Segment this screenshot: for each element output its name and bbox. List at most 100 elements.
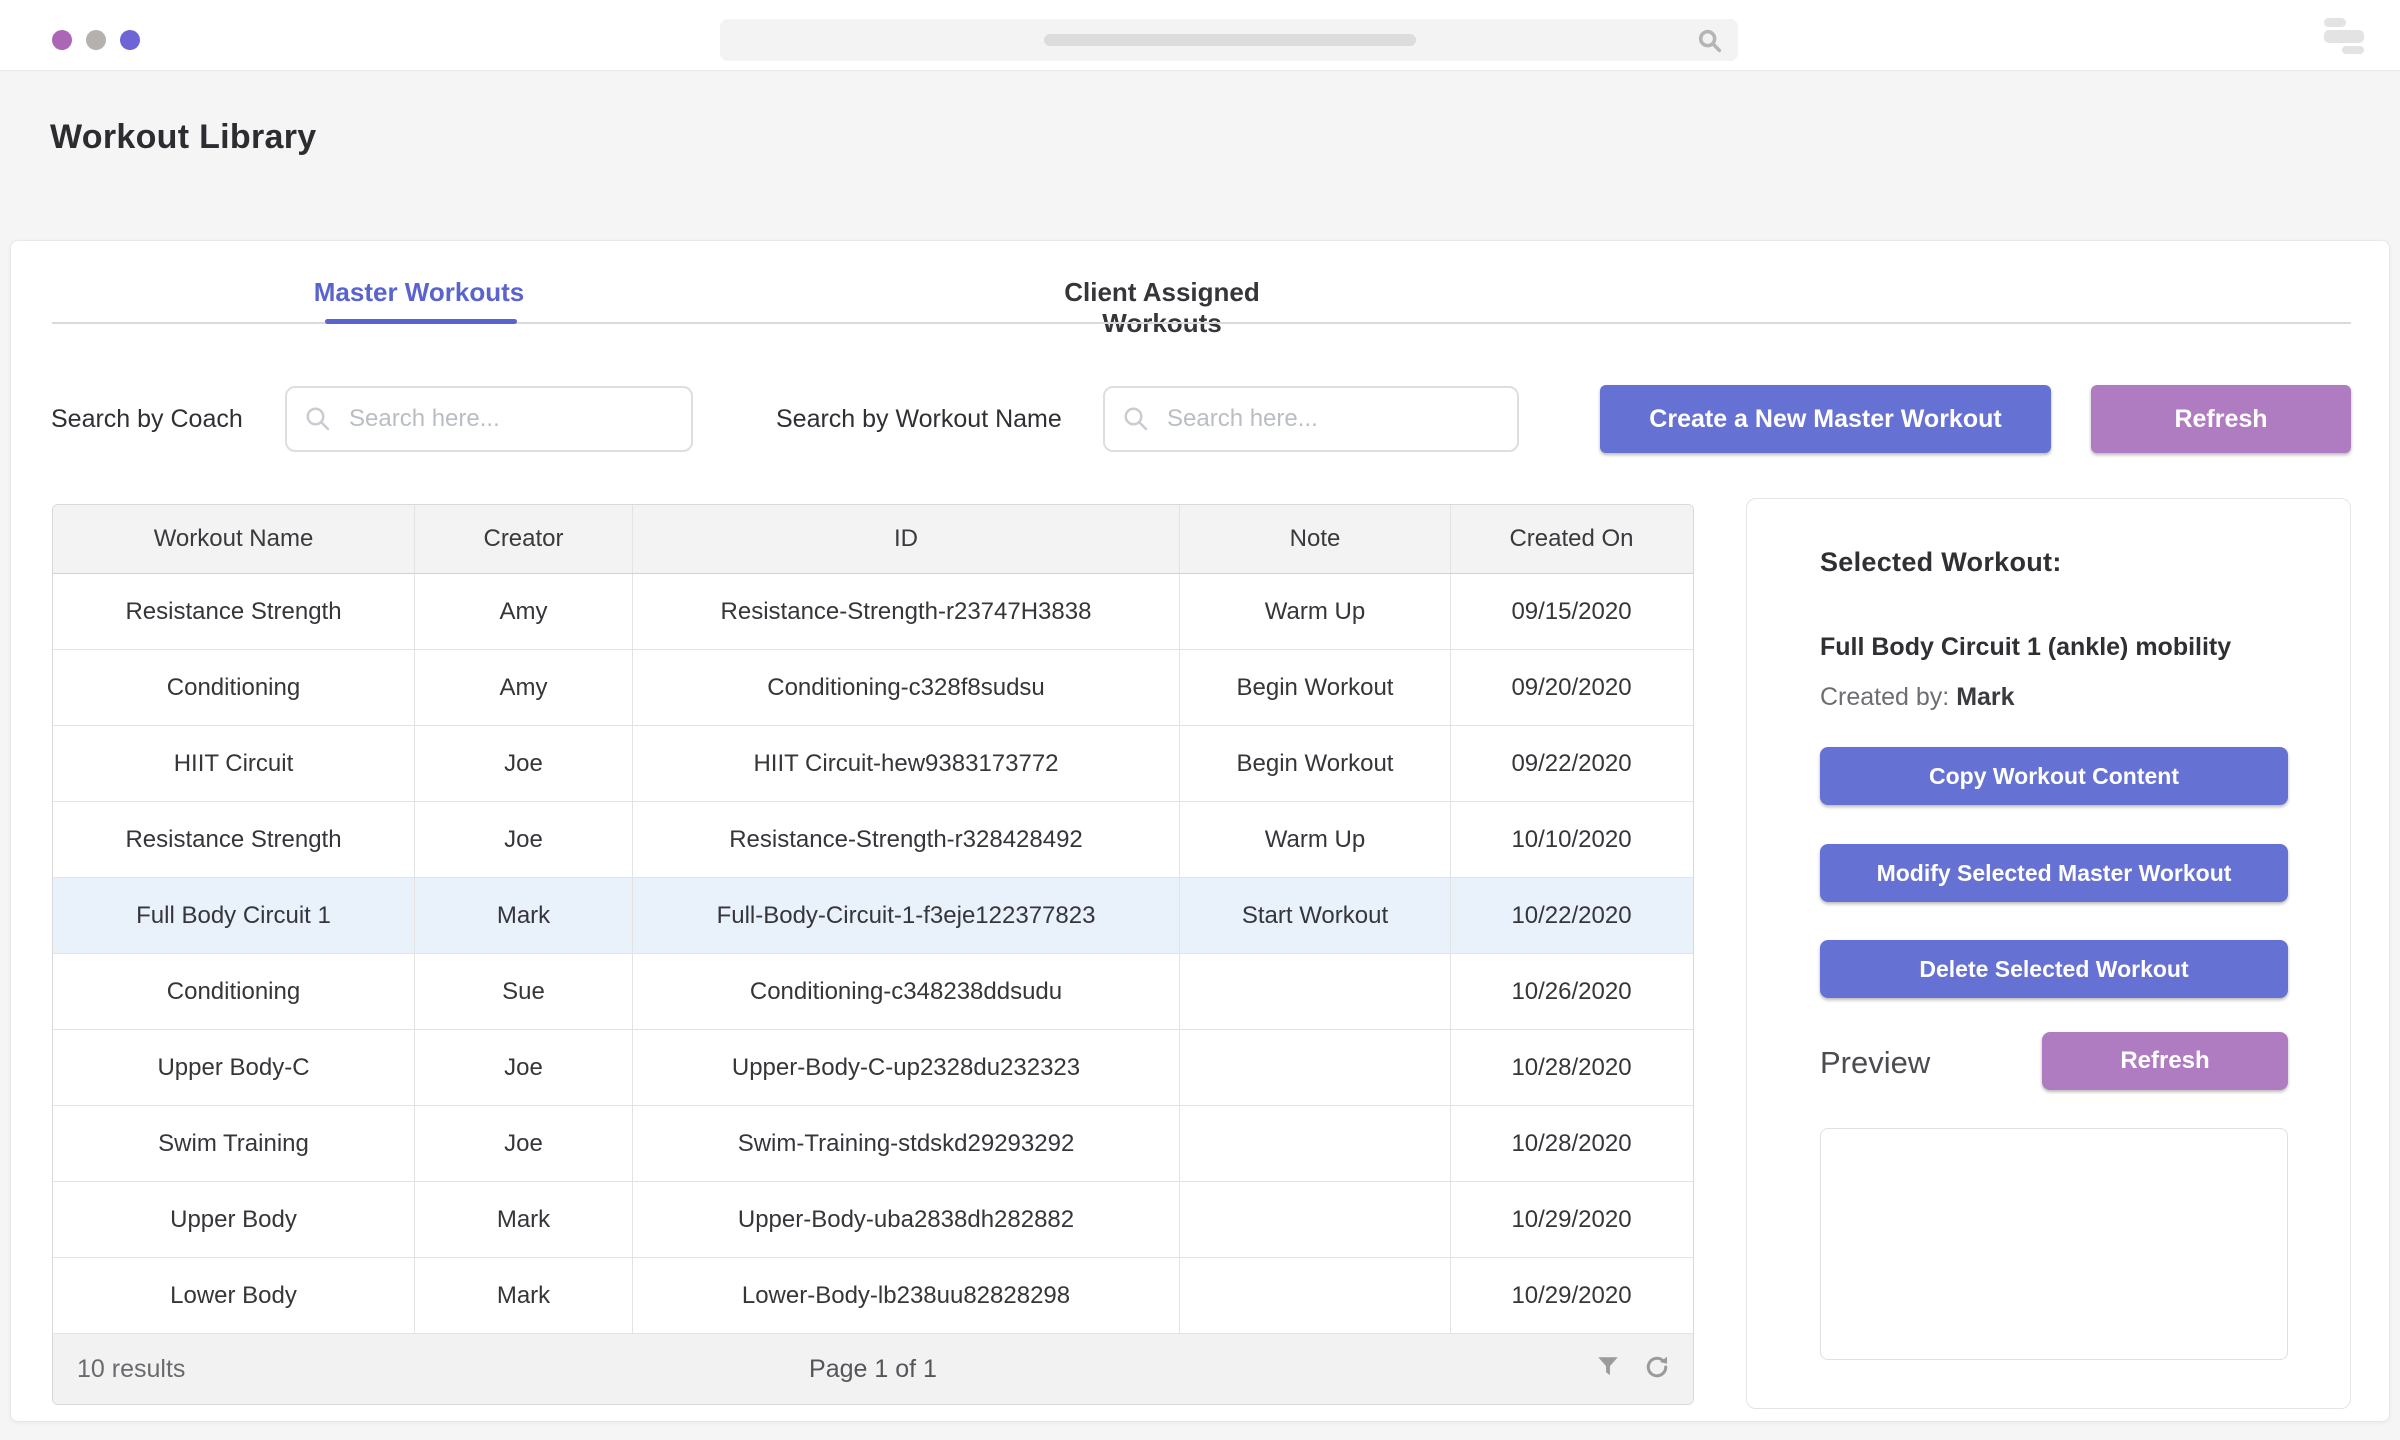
tabs-divider bbox=[52, 322, 2351, 324]
column-header-created-on[interactable]: Created On bbox=[1450, 505, 1692, 573]
cell-created-on: 10/29/2020 bbox=[1450, 1258, 1692, 1333]
reload-icon[interactable] bbox=[1643, 1353, 1671, 1386]
cell-note bbox=[1179, 954, 1450, 1029]
table-row[interactable]: Resistance Strength Joe Resistance-Stren… bbox=[53, 802, 1693, 878]
coach-search-input[interactable] bbox=[347, 404, 675, 434]
cell-creator: Amy bbox=[414, 574, 632, 649]
cell-id: HIIT Circuit-hew9383173772 bbox=[632, 726, 1179, 801]
cell-workout-name: Resistance Strength bbox=[125, 597, 342, 625]
modify-selected-master-workout-button[interactable]: Modify Selected Master Workout bbox=[1820, 844, 2288, 902]
refresh-table-button[interactable]: Refresh bbox=[2091, 385, 2351, 453]
cell-note: Begin Workout bbox=[1179, 726, 1450, 801]
table-row[interactable]: Upper Body Mark Upper-Body-uba2838dh2828… bbox=[53, 1182, 1693, 1258]
table-header-row: Workout Name Creator ID Note Created On bbox=[53, 505, 1693, 574]
cell-creator: Joe bbox=[414, 802, 632, 877]
cell-created-on: 10/22/2020 bbox=[1450, 878, 1692, 953]
table-row[interactable]: Upper Body-C Joe Upper-Body-C-up2328du23… bbox=[53, 1030, 1693, 1106]
column-header-creator[interactable]: Creator bbox=[414, 505, 632, 573]
cell-created-on: 10/26/2020 bbox=[1450, 954, 1692, 1029]
copy-workout-content-button[interactable]: Copy Workout Content bbox=[1820, 747, 2288, 805]
cell-creator: Joe bbox=[414, 1030, 632, 1105]
cell-note bbox=[1179, 1258, 1450, 1333]
cell-workout-name: Conditioning bbox=[166, 977, 301, 1005]
cell-note: Begin Workout bbox=[1179, 650, 1450, 725]
refresh-preview-button[interactable]: Refresh bbox=[2042, 1032, 2288, 1090]
column-header-workout-name[interactable]: Workout Name bbox=[153, 525, 314, 552]
cell-id: Full-Body-Circuit-1-f3eje122377823 bbox=[632, 878, 1179, 953]
workout-name-search-field[interactable] bbox=[1103, 386, 1519, 452]
column-header-note[interactable]: Note bbox=[1179, 505, 1450, 573]
cell-created-on: 09/22/2020 bbox=[1450, 726, 1692, 801]
filter-icon[interactable] bbox=[1595, 1354, 1621, 1385]
cell-note bbox=[1179, 1030, 1450, 1105]
created-by-label: Created by: bbox=[1820, 683, 1950, 711]
search-by-workout-name-label: Search by Workout Name bbox=[776, 405, 1062, 433]
cell-created-on: 10/28/2020 bbox=[1450, 1030, 1692, 1105]
cell-workout-name: HIIT Circuit bbox=[173, 749, 294, 777]
table-row[interactable]: Resistance Strength Amy Resistance-Stren… bbox=[53, 574, 1693, 650]
cell-creator: Mark bbox=[414, 878, 632, 953]
page-indicator: Page 1 of 1 bbox=[809, 1354, 937, 1383]
cell-workout-name: Swim Training bbox=[158, 1129, 309, 1157]
cell-workout-name: Resistance Strength bbox=[125, 825, 342, 853]
table-footer: 10 results Page 1 of 1 bbox=[53, 1334, 1693, 1404]
table-row[interactable]: HIIT Circuit Joe HIIT Circuit-hew9383173… bbox=[53, 726, 1693, 802]
cell-note: Warm Up bbox=[1179, 574, 1450, 649]
master-workouts-table: Workout Name Creator ID Note Created On … bbox=[52, 504, 1694, 1405]
window-dot-gray[interactable] bbox=[86, 30, 106, 50]
cell-workout-name: Conditioning bbox=[166, 673, 301, 701]
table-body: Resistance Strength Amy Resistance-Stren… bbox=[53, 574, 1693, 1334]
browser-menu-icon[interactable] bbox=[2324, 18, 2364, 54]
cell-workout-name: Upper Body-C bbox=[157, 1053, 310, 1081]
cell-workout-name: Upper Body bbox=[170, 1205, 297, 1233]
preview-label: Preview bbox=[1820, 1045, 1931, 1080]
cell-creator: Mark bbox=[414, 1258, 632, 1333]
table-row[interactable]: Lower Body Mark Lower-Body-lb238uu828282… bbox=[53, 1258, 1693, 1334]
cell-id: Conditioning-c328f8sudsu bbox=[632, 650, 1179, 725]
address-text-placeholder bbox=[1044, 34, 1416, 46]
search-by-coach-label: Search by Coach bbox=[51, 405, 243, 433]
table-row[interactable]: Swim Training Joe Swim-Training-stdskd29… bbox=[53, 1106, 1693, 1182]
cell-creator: Joe bbox=[414, 1106, 632, 1181]
tab-master-workouts[interactable]: Master Workouts bbox=[313, 277, 525, 307]
cell-workout-name: Lower Body bbox=[170, 1281, 297, 1309]
workout-library-card: Master Workouts Client Assigned Workouts… bbox=[10, 240, 2390, 1422]
table-row[interactable]: Full Body Circuit 1 Mark Full-Body-Circu… bbox=[53, 878, 1693, 954]
coach-search-field[interactable] bbox=[285, 386, 693, 452]
window-dot-purple[interactable] bbox=[52, 30, 72, 50]
workout-name-search-input[interactable] bbox=[1165, 404, 1501, 434]
cell-created-on: 09/20/2020 bbox=[1450, 650, 1692, 725]
cell-creator: Sue bbox=[414, 954, 632, 1029]
table-row[interactable]: Conditioning Amy Conditioning-c328f8suds… bbox=[53, 650, 1693, 726]
column-header-id[interactable]: ID bbox=[632, 505, 1179, 573]
active-tab-underline bbox=[325, 319, 517, 324]
cell-id: Upper-Body-C-up2328du232323 bbox=[632, 1030, 1179, 1105]
search-icon bbox=[306, 407, 330, 431]
cell-id: Resistance-Strength-r328428492 bbox=[632, 802, 1179, 877]
delete-selected-workout-button[interactable]: Delete Selected Workout bbox=[1820, 940, 2288, 998]
browser-address-bar[interactable] bbox=[720, 19, 1738, 61]
cell-id: Lower-Body-lb238uu82828298 bbox=[632, 1258, 1179, 1333]
cell-note bbox=[1179, 1182, 1450, 1257]
cell-created-on: 09/15/2020 bbox=[1450, 574, 1692, 649]
selected-workout-heading: Selected Workout: bbox=[1820, 547, 2062, 577]
cell-note: Warm Up bbox=[1179, 802, 1450, 877]
selected-workout-title: Full Body Circuit 1 (ankle) mobility bbox=[1820, 633, 2232, 661]
search-icon bbox=[1696, 27, 1724, 60]
cell-created-on: 10/29/2020 bbox=[1450, 1182, 1692, 1257]
page-title: Workout Library bbox=[50, 118, 317, 156]
tab-client-assigned-workouts[interactable]: Client Assigned Workouts bbox=[1064, 277, 1260, 338]
cell-creator: Mark bbox=[414, 1182, 632, 1257]
cell-created-on: 10/28/2020 bbox=[1450, 1106, 1692, 1181]
cell-note bbox=[1179, 1106, 1450, 1181]
selected-workout-panel: Selected Workout: Full Body Circuit 1 (a… bbox=[1746, 498, 2351, 1409]
cell-id: Conditioning-c348238ddsudu bbox=[632, 954, 1179, 1029]
preview-box bbox=[1820, 1128, 2288, 1360]
cell-created-on: 10/10/2020 bbox=[1450, 802, 1692, 877]
create-master-workout-button[interactable]: Create a New Master Workout bbox=[1600, 385, 2051, 453]
cell-id: Upper-Body-uba2838dh282882 bbox=[632, 1182, 1179, 1257]
table-row[interactable]: Conditioning Sue Conditioning-c348238dds… bbox=[53, 954, 1693, 1030]
browser-top-bar bbox=[0, 0, 2400, 71]
cell-note: Start Workout bbox=[1179, 878, 1450, 953]
window-dot-indigo[interactable] bbox=[120, 30, 140, 50]
